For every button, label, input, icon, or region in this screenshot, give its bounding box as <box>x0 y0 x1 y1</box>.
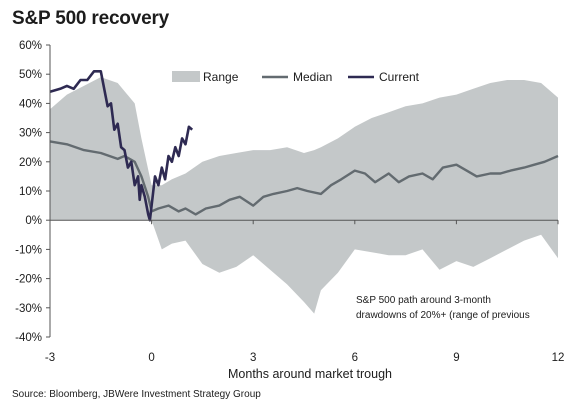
legend-label-range: Range <box>203 70 239 84</box>
plot-area <box>49 70 559 314</box>
source-note: Source: Bloomberg, JBWere Investment Str… <box>12 389 261 400</box>
axes: 60% 50% 40% 30% 20% 10% 0% -10% -20% -30% -40%-3 0 3… <box>15 40 564 364</box>
x-tick-label: 3 <box>250 352 256 364</box>
x-tick-label: 12 <box>552 352 565 364</box>
y-tick-label: 20% <box>19 157 42 169</box>
current-line <box>49 70 194 222</box>
y-tick-label: 40% <box>19 98 42 110</box>
x-tick-label: 9 <box>453 352 459 364</box>
y-tick-label: 10% <box>19 186 42 198</box>
y-tick-label: 60% <box>19 40 42 52</box>
legend-label-current: Current <box>379 70 420 84</box>
annotation: S&P 500 path around 3-month drawdowns of … <box>356 295 530 321</box>
y-tick-label: -40% <box>15 332 42 344</box>
y-tick-label: 0% <box>25 215 42 227</box>
y-tick-label: -30% <box>15 303 42 315</box>
x-tick-label: 0 <box>148 352 154 364</box>
y-tick-label: -20% <box>15 274 42 286</box>
x-tick-label: -3 <box>45 352 55 364</box>
x-axis-title: Months around market trough <box>228 367 392 381</box>
legend-swatch-range <box>172 71 200 82</box>
annotation-line: S&P 500 path around 3-month <box>356 295 491 306</box>
y-tick-label: 50% <box>19 69 42 81</box>
range-band <box>50 77 558 314</box>
y-tick-label: -10% <box>15 244 42 256</box>
chart-title: S&P 500 recovery <box>12 8 170 29</box>
annotation-line: drawdowns of 20%+ (range of previous <box>356 310 530 321</box>
legend-label-median: Median <box>293 70 332 84</box>
x-tick-label: 6 <box>352 352 358 364</box>
median-line <box>49 140 559 216</box>
y-tick-label: 30% <box>19 128 42 140</box>
legend: Range Median Current <box>172 70 420 84</box>
